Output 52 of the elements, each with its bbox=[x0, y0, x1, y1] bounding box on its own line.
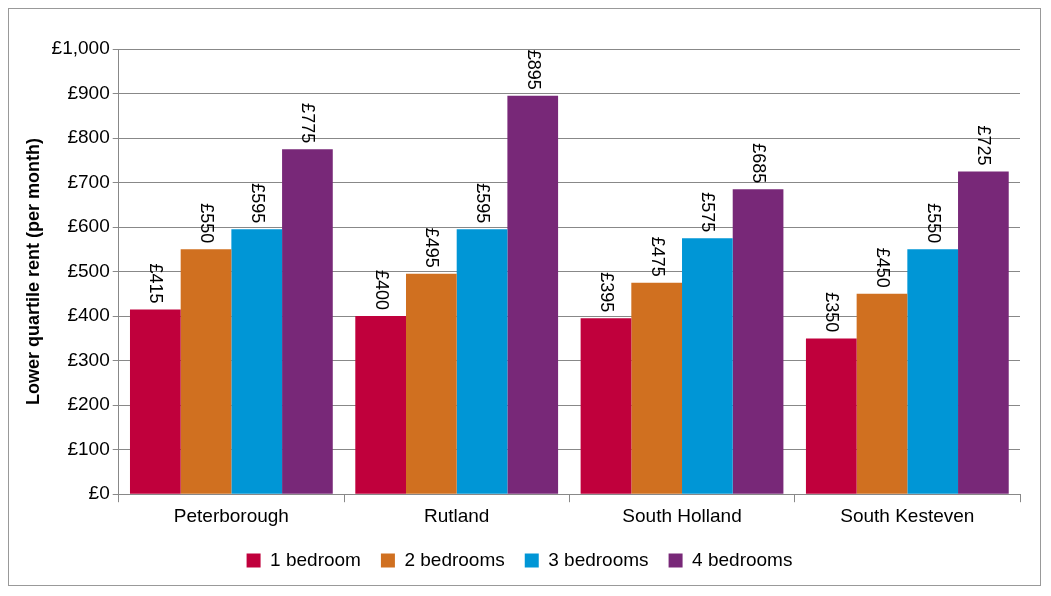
x-tick-label: South Holland bbox=[622, 504, 742, 526]
y-tick-label: £300 bbox=[67, 348, 110, 370]
x-tick-label: South Kesteven bbox=[840, 504, 975, 526]
legend-label: 1 bedroom bbox=[270, 548, 361, 570]
data-label: £495 bbox=[422, 227, 443, 268]
bar bbox=[180, 249, 232, 494]
bar bbox=[507, 95, 559, 494]
data-label: £550 bbox=[923, 203, 944, 244]
bar bbox=[907, 249, 959, 494]
bar bbox=[805, 338, 857, 494]
bar bbox=[631, 282, 683, 494]
data-label: £595 bbox=[247, 183, 268, 224]
data-label: £595 bbox=[473, 183, 494, 224]
y-tick-label: £0 bbox=[88, 482, 110, 504]
x-tick-label: Rutland bbox=[423, 504, 490, 526]
y-tick-label: £200 bbox=[67, 393, 110, 415]
y-tick-label: £700 bbox=[67, 170, 110, 192]
bar bbox=[958, 171, 1009, 494]
y-tick-label: £1,000 bbox=[51, 37, 110, 59]
y-tick-label: £800 bbox=[67, 126, 110, 148]
y-axis-title: Lower quartile rent (per month) bbox=[22, 138, 43, 406]
data-label: £550 bbox=[197, 203, 218, 244]
data-label: £475 bbox=[647, 236, 668, 277]
data-label: £395 bbox=[597, 272, 617, 313]
x-tick-label: Peterborough bbox=[173, 504, 289, 526]
y-tick-label: £500 bbox=[67, 259, 110, 281]
data-label: £685 bbox=[749, 143, 770, 184]
bar bbox=[682, 238, 733, 494]
y-tick-label: £400 bbox=[67, 304, 110, 326]
data-label: £415 bbox=[146, 263, 167, 304]
bar bbox=[456, 229, 508, 494]
bar bbox=[856, 293, 908, 494]
y-tick-label: £100 bbox=[67, 437, 110, 459]
data-label: £450 bbox=[873, 247, 894, 288]
data-label: £725 bbox=[974, 125, 995, 166]
data-label: £575 bbox=[698, 192, 719, 233]
bar bbox=[129, 309, 181, 494]
bar bbox=[406, 273, 457, 494]
legend-label: 2 bedrooms bbox=[404, 548, 505, 570]
bar bbox=[355, 316, 406, 494]
bar bbox=[580, 318, 632, 494]
data-label: £895 bbox=[523, 49, 544, 90]
y-tick-label: £600 bbox=[67, 215, 110, 237]
legend-label: 3 bedrooms bbox=[548, 548, 649, 570]
bar bbox=[732, 189, 784, 494]
bar bbox=[231, 229, 283, 494]
bar bbox=[282, 149, 333, 494]
data-label: £400 bbox=[371, 270, 392, 311]
y-tick-label: £900 bbox=[67, 81, 110, 103]
legend-label: 4 bedrooms bbox=[692, 548, 793, 570]
data-label: £775 bbox=[298, 103, 319, 144]
data-label: £350 bbox=[822, 292, 843, 333]
